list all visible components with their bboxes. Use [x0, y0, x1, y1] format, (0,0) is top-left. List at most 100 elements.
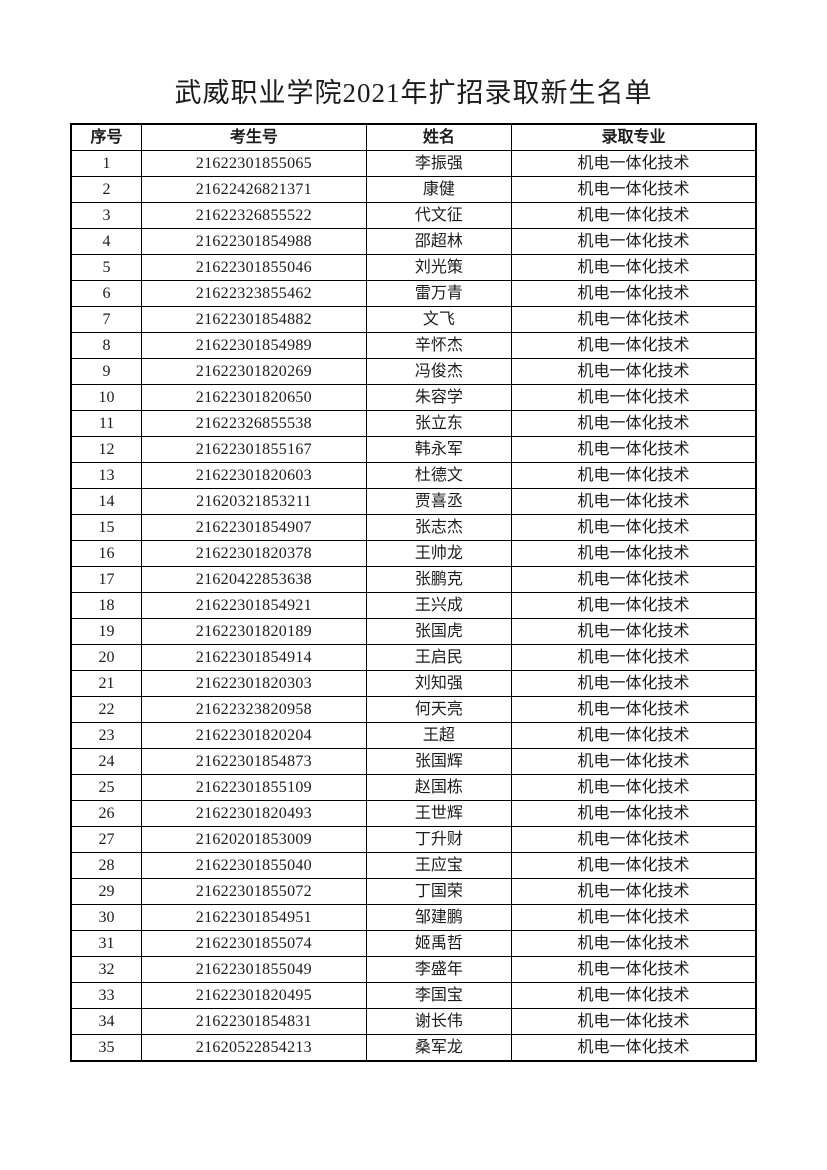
name-cell: 韩永军 [365, 436, 512, 463]
candidate-id-cell: 21622301854951 [141, 904, 367, 931]
name-cell: 贾喜丞 [365, 488, 512, 515]
table-row: 10 21622301820650 朱容学 机电一体化技术 [70, 384, 757, 411]
candidate-id-cell: 21622323820958 [141, 696, 367, 723]
major-cell: 机电一体化技术 [510, 228, 757, 255]
candidate-id-cell: 21622301820303 [141, 670, 367, 697]
candidate-id-cell: 21622326855538 [141, 410, 367, 437]
table-row: 32 21622301855049 李盛年 机电一体化技术 [70, 956, 757, 983]
table-row: 6 21622323855462 雷万青 机电一体化技术 [70, 280, 757, 307]
serial-number-cell: 28 [70, 852, 143, 879]
table-row: 18 21622301854921 王兴成 机电一体化技术 [70, 592, 757, 619]
table-row: 33 21622301820495 李国宝 机电一体化技术 [70, 982, 757, 1009]
major-cell: 机电一体化技术 [510, 332, 757, 359]
major-cell: 机电一体化技术 [510, 592, 757, 619]
serial-number-cell: 15 [70, 514, 143, 541]
candidate-id-cell: 21622301854989 [141, 332, 367, 359]
major-cell: 机电一体化技术 [510, 488, 757, 515]
serial-number-cell: 4 [70, 228, 143, 255]
serial-number-cell: 24 [70, 748, 143, 775]
name-cell: 王世辉 [365, 800, 512, 827]
name-cell: 朱容学 [365, 384, 512, 411]
name-cell: 王帅龙 [365, 540, 512, 567]
table-row: 4 21622301854988 邵超林 机电一体化技术 [70, 228, 757, 255]
header-name: 姓名 [365, 123, 512, 151]
candidate-id-cell: 21622301820269 [141, 358, 367, 385]
table-row: 23 21622301820204 王超 机电一体化技术 [70, 722, 757, 749]
candidate-id-cell: 21622301855046 [141, 254, 367, 281]
serial-number-cell: 26 [70, 800, 143, 827]
table-row: 35 21620522854213 桑军龙 机电一体化技术 [70, 1034, 757, 1062]
table-row: 34 21622301854831 谢长伟 机电一体化技术 [70, 1008, 757, 1035]
major-cell: 机电一体化技术 [510, 618, 757, 645]
name-cell: 刘知强 [365, 670, 512, 697]
candidate-id-cell: 21622301854921 [141, 592, 367, 619]
candidate-id-cell: 21622301820189 [141, 618, 367, 645]
major-cell: 机电一体化技术 [510, 514, 757, 541]
candidate-id-cell: 21622301854988 [141, 228, 367, 255]
candidate-id-cell: 21622301855074 [141, 930, 367, 957]
major-cell: 机电一体化技术 [510, 1034, 757, 1062]
serial-number-cell: 1 [70, 150, 143, 177]
name-cell: 王兴成 [365, 592, 512, 619]
serial-number-cell: 19 [70, 618, 143, 645]
name-cell: 邵超林 [365, 228, 512, 255]
candidate-id-cell: 21622301854882 [141, 306, 367, 333]
serial-number-cell: 12 [70, 436, 143, 463]
table-row: 15 21622301854907 张志杰 机电一体化技术 [70, 514, 757, 541]
table-row: 24 21622301854873 张国辉 机电一体化技术 [70, 748, 757, 775]
serial-number-cell: 13 [70, 462, 143, 489]
major-cell: 机电一体化技术 [510, 540, 757, 567]
name-cell: 代文征 [365, 202, 512, 229]
serial-number-cell: 6 [70, 280, 143, 307]
candidate-id-cell: 21622301854907 [141, 514, 367, 541]
major-cell: 机电一体化技术 [510, 930, 757, 957]
table-row: 20 21622301854914 王启民 机电一体化技术 [70, 644, 757, 671]
name-cell: 王启民 [365, 644, 512, 671]
table-row: 25 21622301855109 赵国栋 机电一体化技术 [70, 774, 757, 801]
name-cell: 李盛年 [365, 956, 512, 983]
major-cell: 机电一体化技术 [510, 462, 757, 489]
major-cell: 机电一体化技术 [510, 644, 757, 671]
table-row: 13 21622301820603 杜德文 机电一体化技术 [70, 462, 757, 489]
table-row: 26 21622301820493 王世辉 机电一体化技术 [70, 800, 757, 827]
candidate-id-cell: 21622301820378 [141, 540, 367, 567]
name-cell: 丁升财 [365, 826, 512, 853]
serial-number-cell: 7 [70, 306, 143, 333]
serial-number-cell: 20 [70, 644, 143, 671]
major-cell: 机电一体化技术 [510, 670, 757, 697]
candidate-id-cell: 21622301854914 [141, 644, 367, 671]
table-row: 5 21622301855046 刘光策 机电一体化技术 [70, 254, 757, 281]
name-cell: 刘光策 [365, 254, 512, 281]
major-cell: 机电一体化技术 [510, 150, 757, 177]
name-cell: 丁国荣 [365, 878, 512, 905]
major-cell: 机电一体化技术 [510, 982, 757, 1009]
serial-number-cell: 17 [70, 566, 143, 593]
table-body: 1 21622301855065 李振强 机电一体化技术 2 21622426821371… [70, 150, 757, 1062]
serial-number-cell: 31 [70, 930, 143, 957]
name-cell: 谢长伟 [365, 1008, 512, 1035]
name-cell: 王超 [365, 722, 512, 749]
table-row: 16 21622301820378 王帅龙 机电一体化技术 [70, 540, 757, 567]
major-cell: 机电一体化技术 [510, 306, 757, 333]
name-cell: 杜德文 [365, 462, 512, 489]
name-cell: 何天亮 [365, 696, 512, 723]
table-row: 2 21622426821371 康健 机电一体化技术 [70, 176, 757, 203]
candidate-id-cell: 21622301820204 [141, 722, 367, 749]
candidate-id-cell: 21622301820603 [141, 462, 367, 489]
candidate-id-cell: 21622301820495 [141, 982, 367, 1009]
name-cell: 雷万青 [365, 280, 512, 307]
candidate-id-cell: 21622426821371 [141, 176, 367, 203]
major-cell: 机电一体化技术 [510, 748, 757, 775]
name-cell: 姬禹哲 [365, 930, 512, 957]
name-cell: 张鹏克 [365, 566, 512, 593]
major-cell: 机电一体化技术 [510, 436, 757, 463]
serial-number-cell: 16 [70, 540, 143, 567]
candidate-id-cell: 21620422853638 [141, 566, 367, 593]
name-cell: 文飞 [365, 306, 512, 333]
major-cell: 机电一体化技术 [510, 800, 757, 827]
major-cell: 机电一体化技术 [510, 202, 757, 229]
serial-number-cell: 2 [70, 176, 143, 203]
name-cell: 冯俊杰 [365, 358, 512, 385]
candidate-id-cell: 21620321853211 [141, 488, 367, 515]
